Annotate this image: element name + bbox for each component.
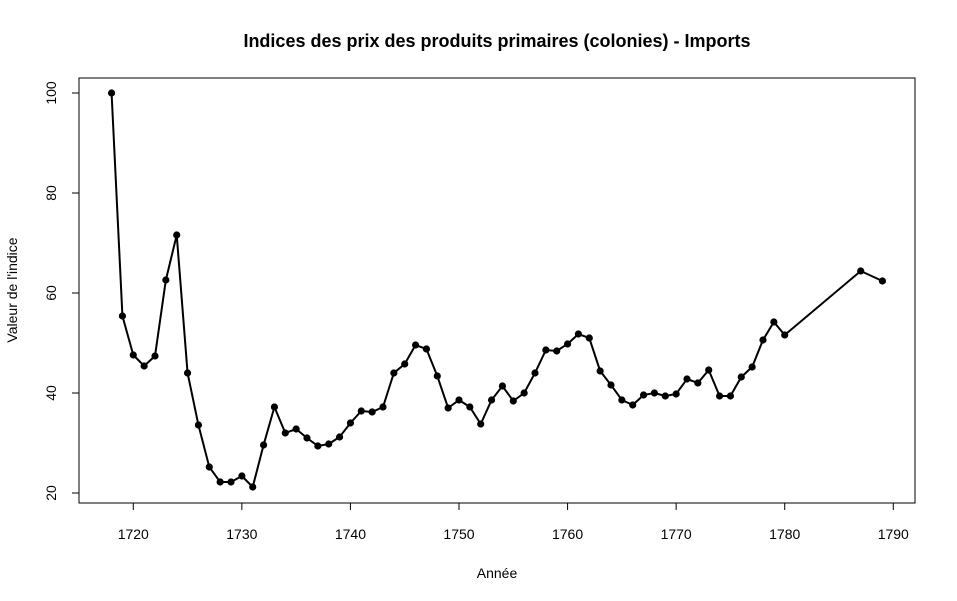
data-point [466,403,474,411]
data-point [379,403,387,411]
data-point [705,366,713,374]
data-point [173,231,181,239]
data-point [498,382,507,390]
data-point [455,396,463,404]
y-tick-label: 40 [43,385,59,401]
data-point [422,345,431,353]
data-point [553,347,561,355]
data-point [683,375,691,383]
data-point [650,389,659,397]
data-point [270,403,279,411]
data-point [292,425,300,433]
data-point [183,369,192,377]
data-point [335,433,344,441]
data-point [303,434,311,442]
data-point [694,379,702,387]
data-point [781,331,789,339]
x-tick-label: 1790 [878,526,909,542]
data-point [509,397,517,405]
x-tick-label: 1720 [118,526,149,542]
x-axis-label: Année [477,565,518,581]
x-tick-label: 1740 [335,526,366,542]
data-point [661,392,669,400]
data-point [629,401,637,409]
data-point [346,419,355,427]
data-point [715,392,724,400]
data-point [357,407,365,415]
y-tick-label: 60 [43,285,59,301]
data-point [129,351,137,359]
data-point [216,478,224,486]
x-tick-label: 1750 [443,526,474,542]
data-point [401,360,409,368]
data-point [227,478,235,486]
plot-frame [78,77,916,504]
data-point [770,318,778,326]
data-point [411,341,420,349]
data-point [162,276,170,284]
data-point [748,363,756,371]
data-point [194,421,203,429]
data-point [618,396,626,404]
y-tick-label: 80 [43,185,59,201]
chart-title: Indices des prix des produits primaires … [243,31,750,51]
data-point [444,404,452,412]
data-point [585,334,593,342]
data-point [140,362,148,370]
y-axis: 20 40 60 80 100 [43,81,80,501]
y-tick-label: 100 [43,81,59,105]
data-point [737,373,745,381]
data-point [249,483,257,491]
data-point [151,352,159,360]
x-tick-label: 1730 [226,526,257,542]
y-axis-label: Valeur de l'indice [4,237,20,342]
data-point [542,346,550,354]
data-point [520,389,528,397]
data-point [325,440,333,448]
data-point [726,392,735,400]
data-point [259,441,268,449]
data-point [563,340,572,348]
data-point [238,472,246,480]
x-tick-label: 1780 [769,526,800,542]
data-point [759,336,767,344]
x-tick-label: 1770 [661,526,692,542]
data-point [477,420,485,428]
data-point [596,367,604,375]
data-points [107,89,887,491]
data-point [433,372,441,380]
data-point [118,312,127,320]
y-tick-label: 20 [43,485,59,501]
series-line [110,92,883,489]
data-point [531,369,539,377]
data-point [487,396,496,404]
data-point [368,408,376,416]
data-point [857,267,865,275]
data-point [672,390,680,398]
data-point [107,89,116,97]
data-point [205,463,213,471]
x-tick-label: 1760 [552,526,583,542]
data-point [281,429,289,437]
data-point [878,277,887,285]
data-point [639,391,648,399]
data-point [574,330,583,338]
data-point [607,381,615,389]
x-axis: 1720 1730 1740 1750 1760 1770 1780 1790 [118,502,909,542]
data-point [314,442,322,450]
data-point [390,369,398,377]
